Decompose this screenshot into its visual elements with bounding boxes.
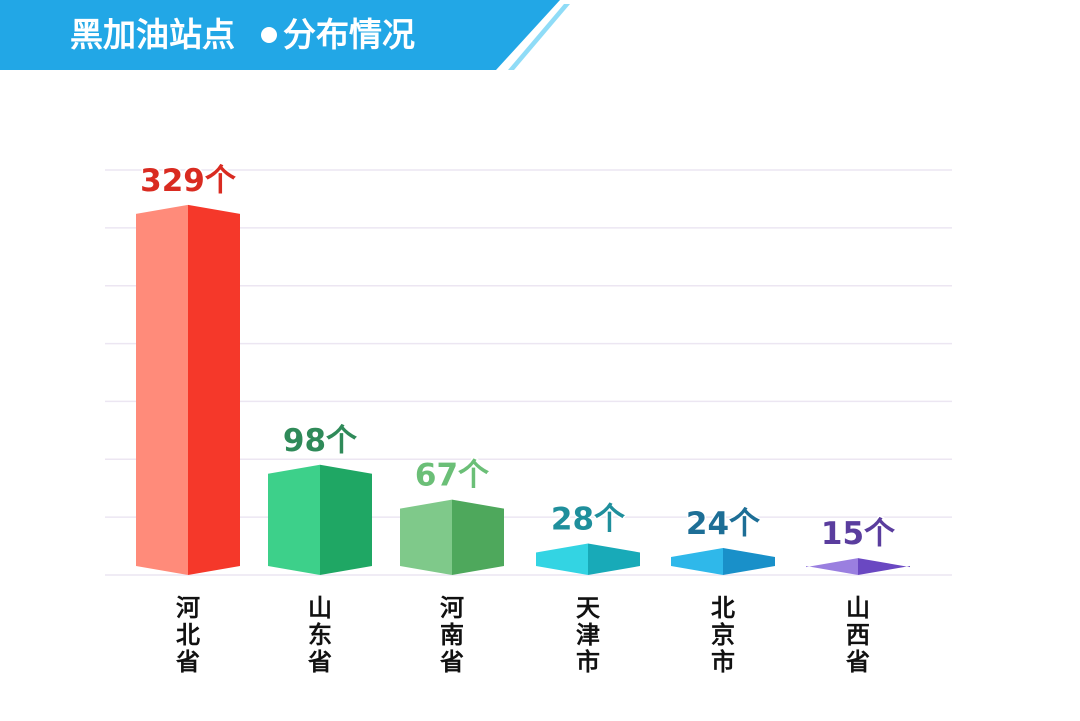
banner-background (0, 0, 560, 70)
category-label: 天津市 (576, 594, 600, 676)
value-label: 67个 (415, 458, 489, 494)
chart-title-part2: 分布情况 (283, 15, 415, 54)
category-label-char: 省 (307, 648, 332, 676)
bars (136, 204, 910, 575)
category-label: 河北省 (175, 594, 200, 676)
header-banner: 黑加油站点 分布情况 (0, 0, 570, 70)
category-label-char: 山 (308, 594, 332, 622)
category-label-char: 省 (845, 648, 870, 676)
value-label: 28个 (551, 502, 625, 538)
category-label-char: 天 (576, 594, 600, 622)
category-label: 河南省 (439, 594, 464, 676)
bar-6 (806, 558, 910, 575)
bar-3 (400, 499, 504, 575)
category-label-char: 河 (440, 594, 464, 622)
bar-5 (671, 548, 775, 575)
bar-face-left (536, 543, 588, 575)
category-label-char: 山 (846, 594, 870, 622)
category-label-char: 市 (711, 648, 735, 676)
banner-stripe (508, 4, 570, 70)
category-label-char: 省 (175, 648, 200, 676)
bar-face-right (723, 548, 775, 575)
bar-face-right (858, 558, 910, 575)
bar-2 (268, 464, 372, 575)
bar-face-left (136, 204, 188, 575)
value-label: 15个 (821, 516, 895, 552)
bar-face-right (320, 464, 372, 575)
category-label-char: 市 (576, 648, 600, 676)
category-label: 山西省 (845, 594, 870, 676)
value-label: 24个 (686, 506, 760, 542)
bar-face-left (268, 464, 320, 575)
category-label: 北京市 (711, 594, 735, 676)
bar-face-right (188, 204, 240, 575)
bar-face-left (806, 558, 858, 575)
category-label-char: 津 (576, 621, 600, 649)
title-bullet-dot (261, 27, 277, 43)
category-label-char: 河 (176, 594, 200, 622)
value-labels: 329个 98个 67个 28个 24个 15个 (139, 161, 897, 553)
category-label: 山东省 (307, 594, 332, 676)
category-label-char: 北 (176, 621, 200, 649)
category-label-char: 西 (846, 621, 870, 649)
bar-1 (136, 204, 240, 575)
bar-face-left (671, 548, 723, 575)
category-label-char: 东 (308, 621, 332, 649)
category-label-char: 南 (440, 621, 464, 649)
bar-face-right (452, 499, 504, 575)
category-label-char: 省 (439, 648, 464, 676)
value-label: 98个 (283, 423, 357, 459)
chart-title-part1: 黑加油站点 (70, 15, 235, 54)
bar-face-right (588, 543, 640, 575)
value-label: 329个 (140, 163, 236, 199)
gridlines (105, 169, 952, 576)
category-label-char: 京 (711, 621, 735, 649)
bar-4 (536, 543, 640, 575)
category-label-char: 北 (711, 594, 735, 622)
bar-face-left (400, 499, 452, 575)
